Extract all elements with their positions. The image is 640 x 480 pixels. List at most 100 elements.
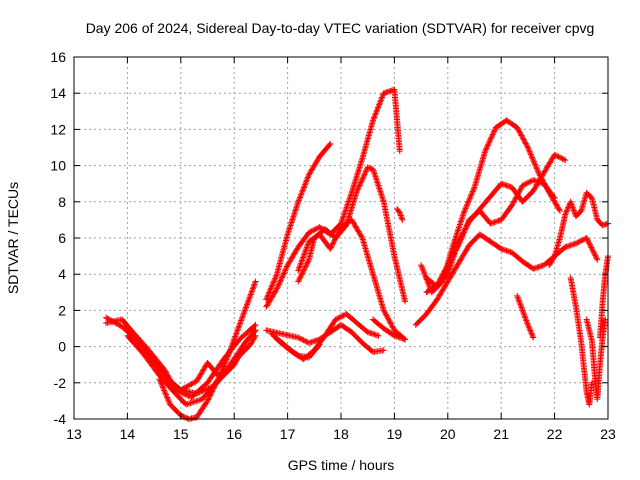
data-point-marker (515, 297, 522, 304)
data-point-marker (246, 295, 253, 302)
data-point-marker (569, 204, 576, 211)
data-point-marker (303, 245, 310, 252)
data-point-marker (463, 222, 470, 229)
data-point-marker (234, 327, 241, 334)
data-point-marker (418, 263, 425, 270)
data-point-marker (205, 395, 212, 402)
data-point-marker (530, 334, 537, 341)
series-satellite-track-10 (263, 321, 387, 356)
data-point-marker (179, 390, 186, 397)
data-point-marker (240, 342, 247, 349)
data-point-marker (335, 228, 342, 235)
data-point-marker (238, 316, 245, 323)
data-point-marker (156, 376, 163, 383)
data-point-marker (441, 267, 448, 274)
data-point-marker (336, 314, 343, 321)
data-point-marker (226, 349, 233, 356)
data-point-marker (336, 226, 343, 233)
data-point-marker (449, 252, 456, 259)
data-point-marker (511, 198, 518, 205)
data-point-marker (299, 268, 306, 275)
data-point-marker (535, 169, 542, 176)
data-point-marker (332, 316, 339, 323)
data-point-marker (587, 243, 594, 250)
data-point-marker (386, 318, 393, 325)
data-point-marker (223, 368, 230, 375)
data-point-marker (485, 141, 492, 148)
data-point-marker (235, 324, 242, 331)
data-point-marker (579, 237, 586, 244)
data-point-marker (586, 241, 593, 248)
data-point-marker (333, 232, 340, 239)
data-point-marker (161, 387, 168, 394)
data-point-marker (240, 311, 247, 318)
data-point-marker (263, 296, 270, 303)
data-point-marker (329, 241, 336, 248)
data-point-marker (275, 282, 282, 289)
data-point-marker (527, 150, 534, 157)
data-point-marker (342, 208, 349, 215)
data-point-marker (592, 252, 599, 259)
data-point-marker (274, 284, 281, 291)
data-point-marker (283, 263, 290, 270)
data-point-marker (160, 384, 166, 391)
data-point-marker (234, 326, 241, 333)
data-point-marker (556, 154, 563, 161)
data-point-marker (516, 298, 523, 305)
data-point-marker (360, 172, 367, 179)
data-point-marker (362, 169, 369, 176)
data-point-marker (463, 204, 470, 211)
data-point-marker (339, 217, 346, 224)
data-point-marker (205, 396, 212, 403)
data-point-marker (451, 248, 458, 255)
data-point-marker (385, 316, 392, 323)
data-point-marker (299, 257, 306, 264)
data-point-marker (517, 131, 524, 138)
data-point-marker (527, 151, 534, 158)
data-point-marker (356, 182, 363, 189)
data-point-marker (269, 282, 276, 289)
data-point-marker (265, 290, 272, 297)
data-point-marker (343, 205, 350, 212)
data-point-marker (512, 195, 519, 202)
data-point-marker (346, 197, 353, 204)
data-point-marker (247, 291, 254, 298)
data-point-marker (273, 285, 280, 292)
chart-axis-ticks: 13 14 15 16 17 18 19 20 21 22 23 -4 -2 0 2 4 6 8 10 12 14 16 (50, 49, 616, 442)
data-point-marker (344, 202, 351, 209)
data-point-marker (358, 233, 365, 240)
data-point-marker (458, 235, 465, 242)
data-point-marker (445, 260, 452, 267)
y-tick-label: 8 (58, 194, 66, 210)
data-point-marker (571, 208, 578, 215)
data-point-marker (296, 335, 303, 342)
data-point-marker (343, 204, 350, 211)
data-point-marker (397, 211, 404, 218)
data-point-marker (354, 187, 361, 194)
data-point-marker (275, 281, 282, 288)
data-point-marker (521, 313, 528, 320)
data-point-marker (570, 206, 577, 213)
data-point-marker (300, 253, 307, 260)
data-point-marker (162, 391, 169, 398)
data-point-marker (227, 346, 234, 353)
data-point-marker (490, 130, 497, 137)
data-point-marker (296, 264, 303, 271)
data-point-marker (245, 298, 252, 305)
data-point-marker (303, 338, 310, 345)
data-point-marker (224, 355, 231, 362)
data-point-marker (419, 265, 426, 272)
data-point-marker (584, 236, 591, 243)
data-point-marker (484, 142, 491, 149)
data-point-marker (520, 136, 527, 143)
data-point-marker (446, 258, 453, 265)
data-point-marker (469, 188, 476, 195)
data-point-marker (298, 258, 305, 265)
data-point-marker (345, 198, 352, 205)
data-point-marker (562, 210, 569, 217)
data-point-marker (515, 295, 522, 302)
data-point-marker (299, 187, 306, 194)
data-point-marker (209, 388, 216, 395)
data-point-marker (331, 237, 338, 244)
data-point-marker (301, 264, 308, 271)
